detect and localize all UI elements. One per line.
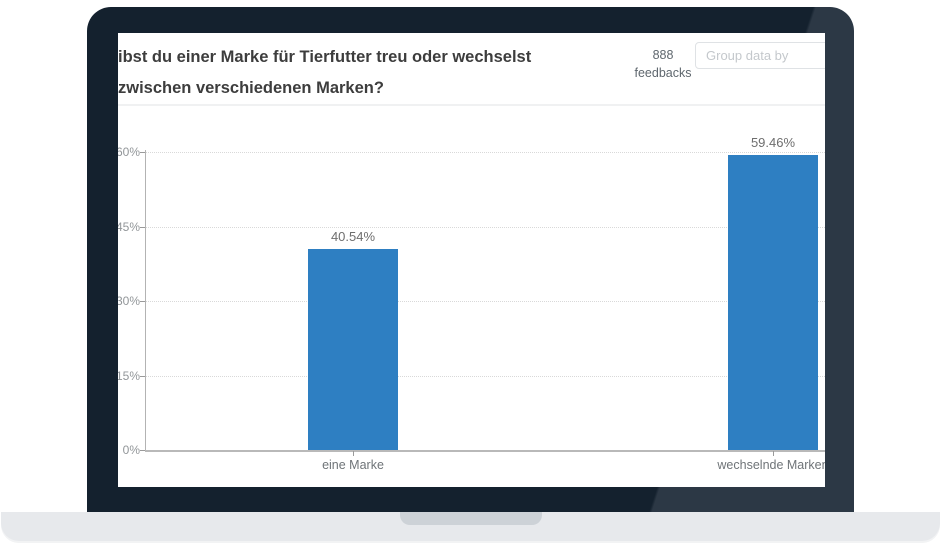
x-axis-category-label: wechselnde Marken [717, 458, 825, 472]
feedback-count: 888 [652, 48, 674, 62]
y-axis-tick [140, 450, 145, 451]
laptop-screen-bezel: ibst du einer Marke für Tierfutter treu … [87, 7, 854, 512]
laptop-base [1, 512, 940, 543]
y-axis-tick-label: 30% [118, 294, 140, 308]
bar-value-label: 59.46% [750, 134, 796, 150]
y-axis-tick [140, 301, 145, 302]
feedback-count-label: feedbacks [634, 66, 692, 80]
y-gridline [145, 152, 825, 153]
laptop-lid-notch [400, 512, 542, 525]
group-data-by-input[interactable] [695, 42, 825, 69]
y-axis-tick-label: 0% [122, 443, 140, 457]
y-gridline [145, 226, 825, 228]
x-axis-tick [353, 451, 354, 456]
x-axis-line [145, 450, 825, 452]
y-gridline [145, 301, 825, 302]
y-axis-line [145, 150, 146, 450]
feedback-count-block: 888 feedbacks [623, 46, 703, 82]
survey-question-title: ibst du einer Marke für Tierfutter treu … [118, 42, 618, 104]
y-axis-tick-label: 60% [118, 145, 140, 159]
y-gridline [145, 375, 825, 377]
bar-value-label: 40.54% [330, 228, 376, 244]
y-axis-tick-label: 45% [118, 219, 140, 234]
y-axis-tick-label: 15% [118, 368, 140, 383]
y-axis-tick [140, 375, 145, 377]
bar-1[interactable] [308, 248, 398, 450]
survey-question-title-line1: ibst du einer Marke für Tierfutter treu … [118, 48, 532, 66]
x-axis-category-label: eine Marke [322, 458, 384, 472]
y-axis-tick [140, 152, 145, 153]
survey-question-title-line2: zwischen verschiedenen Marken? [118, 79, 384, 97]
app-screenshot: ibst du einer Marke für Tierfutter treu … [118, 33, 825, 487]
y-axis-tick [140, 226, 145, 228]
header-divider [118, 104, 825, 106]
chart-plot: 0% 15% 30% 45% 60% 40.54% eine Marke 59.46% wech… [118, 107, 825, 487]
app-header: ibst du einer Marke für Tierfutter treu … [118, 33, 825, 106]
bar-2[interactable] [728, 154, 818, 450]
x-axis-tick [773, 451, 774, 456]
